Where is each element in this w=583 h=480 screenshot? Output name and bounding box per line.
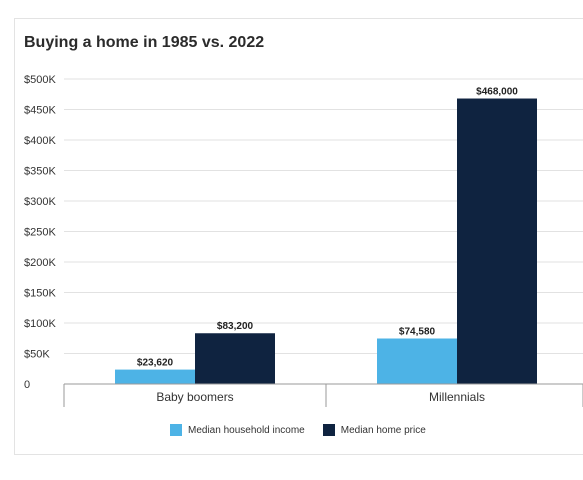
bar xyxy=(115,369,195,384)
y-tick-label: $150K xyxy=(24,288,56,300)
x-category-label: Millennials xyxy=(429,390,485,404)
y-tick-label: $300K xyxy=(24,196,56,208)
bars xyxy=(115,98,537,385)
bar-data-labels: $23,620 $83,200 $74,580 $468,000 xyxy=(137,87,518,369)
bar-data-label: $468,000 xyxy=(476,87,518,98)
legend-label-home-price: Median home price xyxy=(340,424,426,436)
y-axis-tick-labels: 0 $50K $100K $150K $200K $250K $300K $350K $400K… xyxy=(24,74,56,391)
y-tick-label: $400K xyxy=(24,135,56,147)
legend-swatch-home-price xyxy=(322,424,335,436)
y-tick-label: $500K xyxy=(24,74,56,86)
y-tick-label: $200K xyxy=(24,257,56,269)
y-tick-label: $450K xyxy=(24,105,56,117)
y-tick-label: $50K xyxy=(24,349,50,361)
legend-swatch-income xyxy=(170,424,182,436)
chart-title: Buying a home in 1985 vs. 2022 xyxy=(24,34,265,51)
y-tick-label: $350K xyxy=(24,166,56,178)
x-category-label: Baby boomers xyxy=(156,390,233,404)
y-tick-label: 0 xyxy=(24,379,30,391)
x-axis: Baby boomers Millennials xyxy=(63,383,583,407)
bar xyxy=(377,338,457,384)
bar-data-label: $23,620 xyxy=(137,358,174,369)
legend-label-income: Median household income xyxy=(188,424,305,436)
legend: Median household income Median home pric… xyxy=(170,424,426,436)
legend-item-income: Median household income xyxy=(170,424,305,436)
bar xyxy=(457,98,537,385)
y-tick-label: $250K xyxy=(24,227,56,239)
bar xyxy=(195,333,275,384)
bar-data-label: $83,200 xyxy=(217,321,254,332)
y-tick-label: $100K xyxy=(24,318,56,330)
bar-data-label: $74,580 xyxy=(399,327,436,338)
legend-item-home-price: Median home price xyxy=(322,424,426,436)
